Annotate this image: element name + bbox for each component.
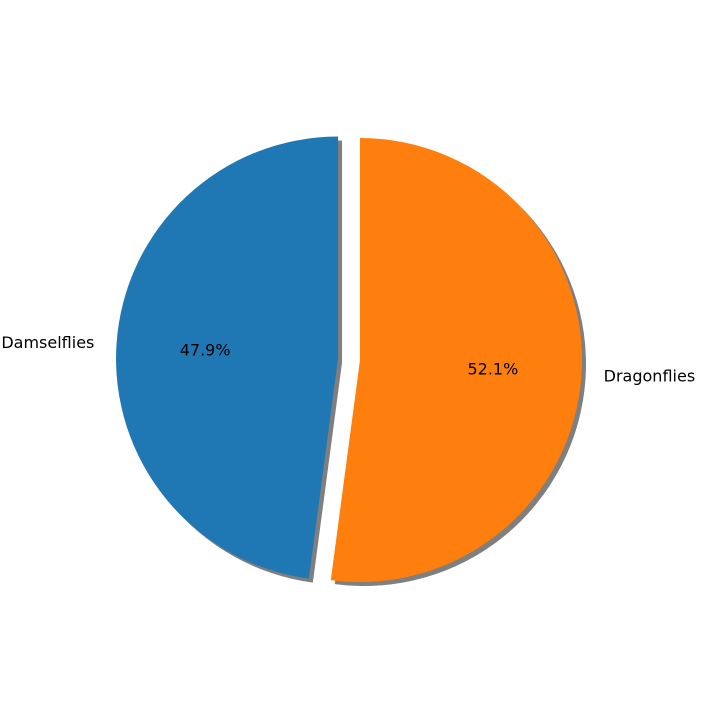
percent-label-damselflies: 47.9%: [180, 340, 231, 359]
category-label-dragonflies: Dragonflies: [604, 367, 696, 386]
percent-label-dragonflies: 52.1%: [467, 359, 518, 378]
wedge-damselflies: [116, 136, 339, 579]
category-label-damselflies: Damselflies: [1, 333, 94, 352]
wedge-dragonflies: [330, 138, 582, 582]
